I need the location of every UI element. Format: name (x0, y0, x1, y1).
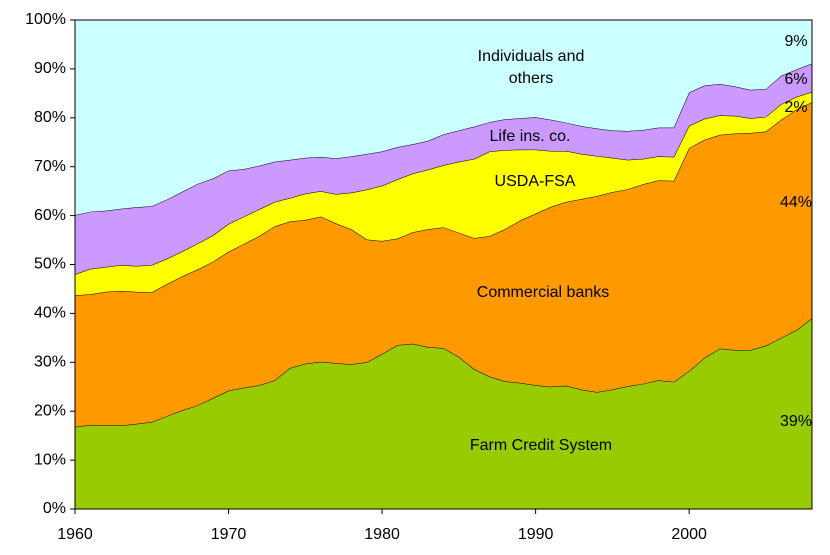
value-label: 39% (779, 413, 813, 430)
series-label: USDA-FSA (494, 173, 576, 190)
series-label: Individuals and others (477, 48, 585, 87)
y-tick-label: 60% (34, 207, 66, 224)
y-tick-label: 40% (34, 305, 66, 322)
series-label: Farm Credit System (469, 437, 613, 454)
series-label: Commercial banks (476, 284, 610, 301)
y-tick-label: 20% (34, 402, 66, 419)
y-tick-label: 90% (34, 60, 66, 77)
value-label: 6% (784, 71, 808, 88)
area (75, 91, 812, 296)
area (75, 20, 812, 216)
y-tick-label: 30% (34, 354, 66, 371)
y-tick-label: 10% (34, 451, 66, 468)
y-tick-label: 70% (34, 158, 66, 175)
y-tick-label: 0% (43, 500, 66, 517)
x-tick-label: 2000 (671, 526, 707, 543)
x-tick-label: 1960 (57, 526, 93, 543)
y-tick-label: 50% (34, 256, 66, 273)
y-tick-label: 80% (34, 109, 66, 126)
area (75, 63, 812, 275)
value-label: 2% (784, 99, 808, 116)
area (75, 102, 812, 427)
x-tick-label: 1970 (211, 526, 247, 543)
x-tick-label: 1990 (518, 526, 554, 543)
area (75, 318, 812, 509)
x-tick-label: 1980 (364, 526, 400, 543)
series-label: Life ins. co. (489, 128, 571, 145)
value-label: 9% (784, 33, 808, 50)
value-label: 44% (779, 194, 813, 211)
y-tick-label: 100% (25, 11, 66, 28)
